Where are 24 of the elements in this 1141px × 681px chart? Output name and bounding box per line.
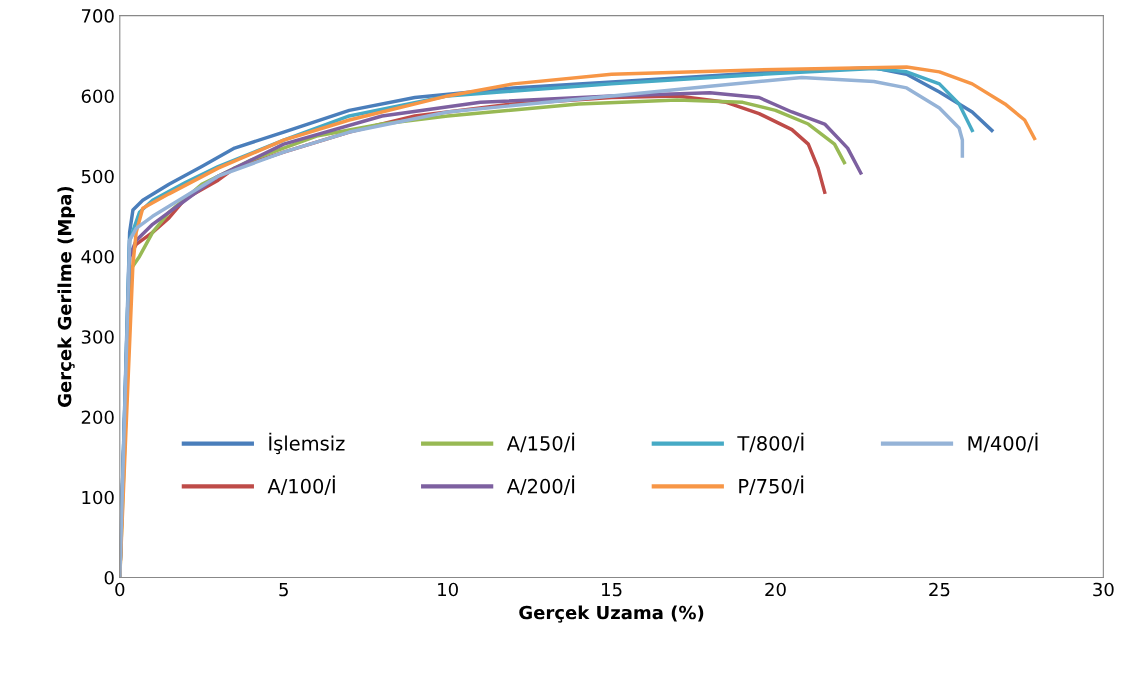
y-tick-label: 100	[82, 490, 114, 505]
y-tick-label: 700	[81, 9, 114, 23]
y-tick-label: 400	[81, 249, 114, 264]
x-tick-label: 15	[602, 582, 622, 597]
x-tick-label: 10	[438, 582, 458, 597]
legend-label: A/150/İ	[506, 432, 575, 453]
y-axis-title: Gerçek Gerilme (Mpa)	[57, 186, 75, 407]
y-tick-label: 600	[81, 89, 114, 104]
x-tick-label: 30	[1093, 582, 1114, 597]
y-tick-label: 0	[104, 570, 114, 585]
x-tick-label: 0	[115, 582, 125, 597]
y-tick-label: 300	[81, 330, 114, 344]
legend-label: T/800/İ	[737, 432, 804, 453]
legend-label: P/750/İ	[739, 475, 804, 496]
legend-label: M/400/İ	[968, 432, 1038, 453]
y-tick-label: 200	[81, 410, 114, 425]
legend-label: A/200/İ	[506, 475, 575, 496]
x-tick-label: 5	[279, 582, 288, 597]
x-axis-title: Gerçek Uzama (%)	[519, 605, 704, 623]
x-tick-label: 25	[929, 582, 950, 597]
x-tick-label: 20	[765, 582, 786, 597]
legend-label: İşlemsiz	[269, 432, 345, 455]
legend-label: A/100/İ	[267, 475, 335, 496]
y-tick-label: 500	[81, 169, 114, 184]
